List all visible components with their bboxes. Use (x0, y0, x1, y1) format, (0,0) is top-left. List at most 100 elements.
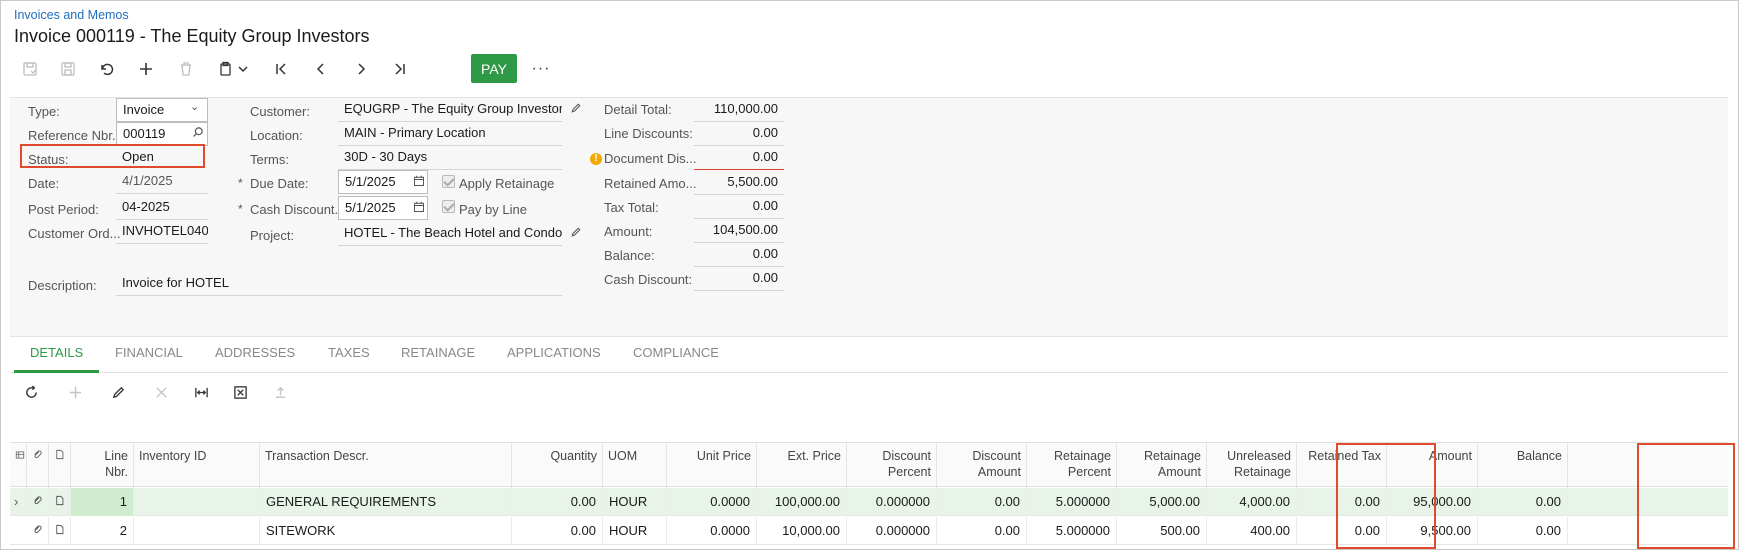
copy-paste-icon[interactable] (212, 54, 240, 84)
col-inventory-id[interactable]: Inventory ID (134, 443, 260, 488)
undo-icon[interactable] (93, 54, 121, 84)
project-value[interactable]: HOTEL - The Beach Hotel and Condominiums (338, 222, 562, 246)
type-select[interactable]: Invoice (116, 98, 208, 122)
col-line-nbr[interactable]: Line Nbr. (71, 443, 134, 488)
cell-uom[interactable]: HOUR (603, 488, 667, 516)
cell-retainage-amount[interactable]: 500.00 (1117, 517, 1207, 545)
cell-line-nbr[interactable]: 2 (71, 517, 134, 545)
table-row[interactable]: 2 SITEWORK 0.00 HOUR 0.0000 10,000.00 0.… (10, 517, 1728, 545)
cell-discount-amount[interactable]: 0.00 (937, 517, 1027, 545)
first-record-icon[interactable] (267, 54, 295, 84)
cell-retainage-amount[interactable]: 5,000.00 (1117, 488, 1207, 516)
fit-columns-icon[interactable] (187, 378, 215, 406)
col-retainage-amount[interactable]: Retainage Amount (1117, 443, 1207, 488)
last-record-icon[interactable] (386, 54, 414, 84)
export-excel-icon[interactable] (226, 378, 254, 406)
terms-value[interactable]: 30D - 30 Days (338, 146, 562, 170)
cell-transaction-descr[interactable]: SITEWORK (260, 517, 512, 545)
cell-discount-percent[interactable]: 0.000000 (847, 517, 937, 545)
attachment-icon[interactable] (27, 488, 49, 516)
col-unreleased-retainage[interactable]: Unreleased Retainage (1207, 443, 1297, 488)
pencil-icon[interactable] (570, 102, 582, 117)
pay-button[interactable]: PAY (471, 54, 517, 83)
chevron-down-icon[interactable]: ⌄ (190, 101, 200, 113)
reference-nbr-input[interactable]: 000119 (116, 122, 208, 146)
attachment-column-icon[interactable] (27, 443, 49, 488)
col-balance[interactable]: Balance (1478, 443, 1568, 488)
delete-row-icon[interactable] (147, 378, 175, 406)
calendar-icon[interactable] (413, 201, 425, 216)
cell-ext-price[interactable]: 10,000.00 (757, 517, 847, 545)
col-retainage-percent[interactable]: Retainage Percent (1027, 443, 1117, 488)
pencil-icon[interactable] (570, 226, 582, 241)
tab-retainage[interactable]: RETAINAGE (401, 345, 476, 360)
cell-retained-tax[interactable]: 0.00 (1297, 517, 1387, 545)
cell-line-nbr[interactable]: 1 (71, 488, 134, 516)
col-uom[interactable]: UOM (603, 443, 667, 488)
row-expand-icon[interactable]: › (10, 488, 27, 516)
col-unit-price[interactable]: Unit Price (667, 443, 757, 488)
cell-uom[interactable]: HOUR (603, 517, 667, 545)
save-icon[interactable] (54, 54, 82, 84)
col-ext-price[interactable]: Ext. Price (757, 443, 847, 488)
calendar-icon[interactable] (413, 175, 425, 190)
delete-icon[interactable] (172, 54, 200, 84)
cell-retainage-percent[interactable]: 5.000000 (1027, 517, 1117, 545)
search-icon[interactable] (192, 126, 204, 141)
tab-taxes[interactable]: TAXES (328, 345, 370, 360)
location-value[interactable]: MAIN - Primary Location (338, 122, 562, 146)
cell-unreleased-retainage[interactable]: 400.00 (1207, 517, 1297, 545)
description-value[interactable]: Invoice for HOTEL (116, 272, 562, 296)
add-row-icon[interactable] (61, 378, 89, 406)
tab-applications[interactable]: APPLICATIONS (507, 345, 601, 360)
tab-financial[interactable]: FINANCIAL (115, 345, 183, 360)
cell-unreleased-retainage[interactable]: 4,000.00 (1207, 488, 1297, 516)
row-select-column[interactable] (10, 443, 27, 488)
chevron-down-icon[interactable] (234, 54, 252, 84)
cell-discount-percent[interactable]: 0.000000 (847, 488, 937, 516)
col-quantity[interactable]: Quantity (512, 443, 603, 488)
cell-inventory-id[interactable] (134, 517, 260, 545)
next-record-icon[interactable] (347, 54, 375, 84)
cell-discount-amount[interactable]: 0.00 (937, 488, 1027, 516)
document-discount-value[interactable]: 0.00 (694, 146, 784, 170)
cell-quantity[interactable]: 0.00 (512, 488, 603, 516)
cell-transaction-descr[interactable]: GENERAL REQUIREMENTS (260, 488, 512, 516)
tab-compliance[interactable]: COMPLIANCE (633, 345, 719, 360)
customer-order-value[interactable]: INVHOTEL040 (116, 220, 208, 244)
pay-by-line-checkbox[interactable] (442, 200, 455, 213)
cell-amount[interactable]: 95,000.00 (1387, 488, 1478, 516)
post-period-value[interactable]: 04-2025 (116, 196, 208, 220)
col-discount-amount[interactable]: Discount Amount (937, 443, 1027, 488)
more-actions-icon[interactable]: ··· (531, 60, 551, 77)
attachment-icon[interactable] (27, 517, 49, 545)
due-date-input[interactable]: 5/1/2025 (338, 170, 428, 194)
cell-ext-price[interactable]: 100,000.00 (757, 488, 847, 516)
note-icon[interactable] (49, 488, 71, 516)
apply-retainage-checkbox[interactable] (442, 175, 455, 188)
tab-details[interactable]: DETAILS (30, 345, 84, 360)
refresh-icon[interactable] (17, 378, 45, 406)
col-transaction-descr[interactable]: Transaction Descr. (260, 443, 512, 488)
upload-icon[interactable] (266, 378, 294, 406)
previous-record-icon[interactable] (307, 54, 335, 84)
table-row[interactable]: › 1 GENERAL REQUIREMENTS 0.00 HOUR 0.000… (10, 488, 1728, 516)
cell-unit-price[interactable]: 0.0000 (667, 488, 757, 516)
cell-balance[interactable]: 0.00 (1478, 517, 1568, 545)
cash-discount-date-input[interactable]: 5/1/2025 (338, 196, 428, 220)
col-amount[interactable]: Amount (1387, 443, 1478, 488)
note-icon[interactable] (49, 517, 71, 545)
note-column-icon[interactable] (49, 443, 71, 488)
tab-addresses[interactable]: ADDRESSES (215, 345, 296, 360)
cell-retainage-percent[interactable]: 5.000000 (1027, 488, 1117, 516)
add-icon[interactable] (132, 54, 160, 84)
cell-quantity[interactable]: 0.00 (512, 517, 603, 545)
cell-amount[interactable]: 9,500.00 (1387, 517, 1478, 545)
save-close-icon[interactable] (16, 54, 44, 84)
cell-unit-price[interactable]: 0.0000 (667, 517, 757, 545)
customer-value[interactable]: EQUGRP - The Equity Group Investors (338, 98, 562, 122)
col-discount-percent[interactable]: Discount Percent (847, 443, 937, 488)
cell-balance[interactable]: 0.00 (1478, 488, 1568, 516)
breadcrumb[interactable]: Invoices and Memos (14, 8, 129, 22)
cell-inventory-id[interactable] (134, 488, 260, 516)
